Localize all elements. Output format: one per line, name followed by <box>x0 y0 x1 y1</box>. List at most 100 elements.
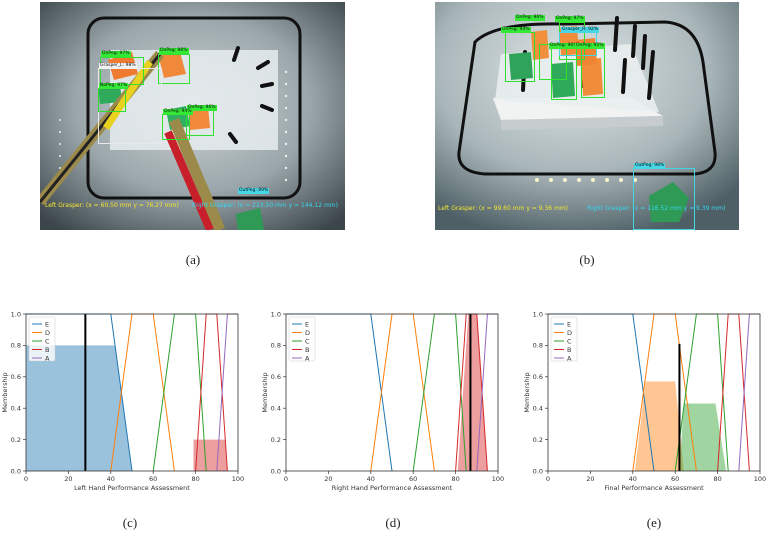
caption-d: (d) <box>385 515 401 530</box>
legend-label: C <box>45 337 50 345</box>
x-tick-label: 100 <box>754 475 766 483</box>
legend-label: A <box>567 354 572 362</box>
x-tick-label: 80 <box>451 475 459 483</box>
chart-c: 0 20 40 60 80 100 0.0 0.2 0.4 0.6 0.8 1.0 Left Hand … <box>0 300 250 505</box>
legend-label: B <box>305 346 309 354</box>
right-grasper-readout: Right Grasper: (x = 116.52 mm y = 9.39 m… <box>587 205 726 212</box>
legend-label: B <box>45 346 49 354</box>
plot-frame <box>25 313 239 472</box>
x-tick-label: 80 <box>191 475 199 483</box>
y-tick-label: 0.2 <box>11 436 21 444</box>
chart-d-plot: 0 20 40 60 80 100 0.0 0.2 0.4 0.6 0.8 1.0 Right Hand… <box>261 310 504 492</box>
legend-label: C <box>305 337 310 345</box>
x-tick-label: 20 <box>586 475 594 483</box>
legend-label: E <box>305 320 309 328</box>
y-tick-label: 0.4 <box>11 405 21 413</box>
x-tick-label: 60 <box>149 475 157 483</box>
detection-box <box>581 48 605 98</box>
plot-frame <box>547 313 761 472</box>
detection-label: OnPeg: 94% <box>501 27 531 33</box>
y-tick-label: 0.2 <box>271 436 281 444</box>
right-grasper-readout: Right Grasper: (x = 223.50 mm y = 144.12… <box>192 202 338 209</box>
chart-e: 0 20 40 60 80 100 0.0 0.2 0.4 0.6 0.8 1.0 Final Perf… <box>522 300 772 505</box>
x-tick-label: 100 <box>492 475 504 483</box>
x-tick-label: 40 <box>367 475 375 483</box>
detection-box <box>158 54 190 84</box>
y-tick-label: 1.0 <box>11 310 21 318</box>
membership-fill-area <box>634 381 684 471</box>
x-tick-label: 0 <box>546 475 550 483</box>
x-tick-label: 40 <box>629 475 637 483</box>
photo-a-left-view: OnPeg: 97% OnPeg: 96% Grasper_L: 98% NoP… <box>40 2 345 230</box>
y-tick-label: 0.2 <box>533 436 543 444</box>
x-axis-label: Final Performance Assessment <box>604 484 704 492</box>
membership-line-d <box>370 313 435 472</box>
photo-b-right-view: OnPeg: 94% OnPeg: 96% OnPeg: 97% Grasper… <box>435 2 739 230</box>
detection-box <box>162 114 190 140</box>
x-tick-label: 60 <box>409 475 417 483</box>
legend-label: A <box>45 354 50 362</box>
y-tick-label: 1.0 <box>533 310 543 318</box>
y-tick-label: 1.0 <box>271 310 281 318</box>
detection-label: Grasper_L: 98% <box>99 63 137 69</box>
legend-label: B <box>567 346 571 354</box>
detection-label: OnPeg: 96% <box>549 43 579 49</box>
detection-label: OnPeg: 95% <box>575 43 605 49</box>
x-tick-label: 80 <box>713 475 721 483</box>
detection-label: OnPeg: 96% <box>515 15 545 21</box>
left-grasper-readout: Left Grasper: (x = 60.50 mm y = 76.27 mm… <box>45 202 179 209</box>
membership-fill-area <box>26 345 132 471</box>
x-axis-label: Right Hand Performance Assessment <box>332 484 453 492</box>
membership-line-a <box>738 313 760 472</box>
x-tick-label: 0 <box>24 475 28 483</box>
plot-frame <box>285 313 499 472</box>
caption-e: (e) <box>646 515 662 530</box>
detection-label: Grasper_R: 92% <box>561 27 600 33</box>
detection-label: OnPeg: 97% <box>555 16 585 22</box>
x-tick-label: 40 <box>107 475 115 483</box>
chart-c-plot: 0 20 40 60 80 100 0.0 0.2 0.4 0.6 0.8 1.0 Left Hand … <box>1 310 244 492</box>
membership-fill-area <box>193 439 228 471</box>
x-tick-label: 100 <box>232 475 244 483</box>
y-tick-label: 0.6 <box>271 373 281 381</box>
detection-box <box>505 32 535 82</box>
y-tick-label: 0.8 <box>271 342 281 350</box>
photo-b-scene <box>435 2 739 230</box>
x-axis-label: Left Hand Performance Assessment <box>74 484 190 492</box>
legend-label: D <box>305 329 310 337</box>
detection-label: OnPeg: 96% <box>159 48 189 54</box>
y-axis-label: Membership <box>1 372 9 412</box>
membership-line-c <box>412 313 467 472</box>
membership-fill-area <box>679 403 727 471</box>
detection-label: OutPeg: 98% <box>634 163 666 169</box>
y-axis-label: Membership <box>523 372 531 412</box>
y-axis-label: Membership <box>261 372 269 412</box>
legend-label: D <box>45 329 50 337</box>
x-tick-label: 0 <box>284 475 288 483</box>
detection-label: OnPeg: 97% <box>101 51 131 57</box>
legend-label: E <box>567 320 571 328</box>
chart-e-plot: 0 20 40 60 80 100 0.0 0.2 0.4 0.6 0.8 1.0 Final Perf… <box>523 310 766 492</box>
chart-d: 0 20 40 60 80 100 0.0 0.2 0.4 0.6 0.8 1.0 Right Hand… <box>260 300 510 505</box>
detection-box <box>551 48 577 100</box>
x-tick-label: 60 <box>671 475 679 483</box>
x-tick-label: 20 <box>324 475 332 483</box>
membership-fill-area <box>457 314 488 471</box>
detection-box <box>98 88 126 112</box>
photo-a-scene <box>40 2 345 230</box>
legend-label: C <box>567 337 572 345</box>
y-tick-label: 0.0 <box>271 467 281 475</box>
legend-label: A <box>305 354 310 362</box>
y-tick-label: 0.0 <box>533 467 543 475</box>
y-tick-label: 0.0 <box>11 467 21 475</box>
caption-c: (c) <box>122 515 138 530</box>
detection-box <box>633 168 695 230</box>
caption-a: (a) <box>185 252 201 267</box>
detection-label: OnPeg: 96% <box>187 105 217 111</box>
legend-label: E <box>45 320 49 328</box>
legend-label: D <box>567 329 572 337</box>
x-tick-label: 20 <box>64 475 72 483</box>
